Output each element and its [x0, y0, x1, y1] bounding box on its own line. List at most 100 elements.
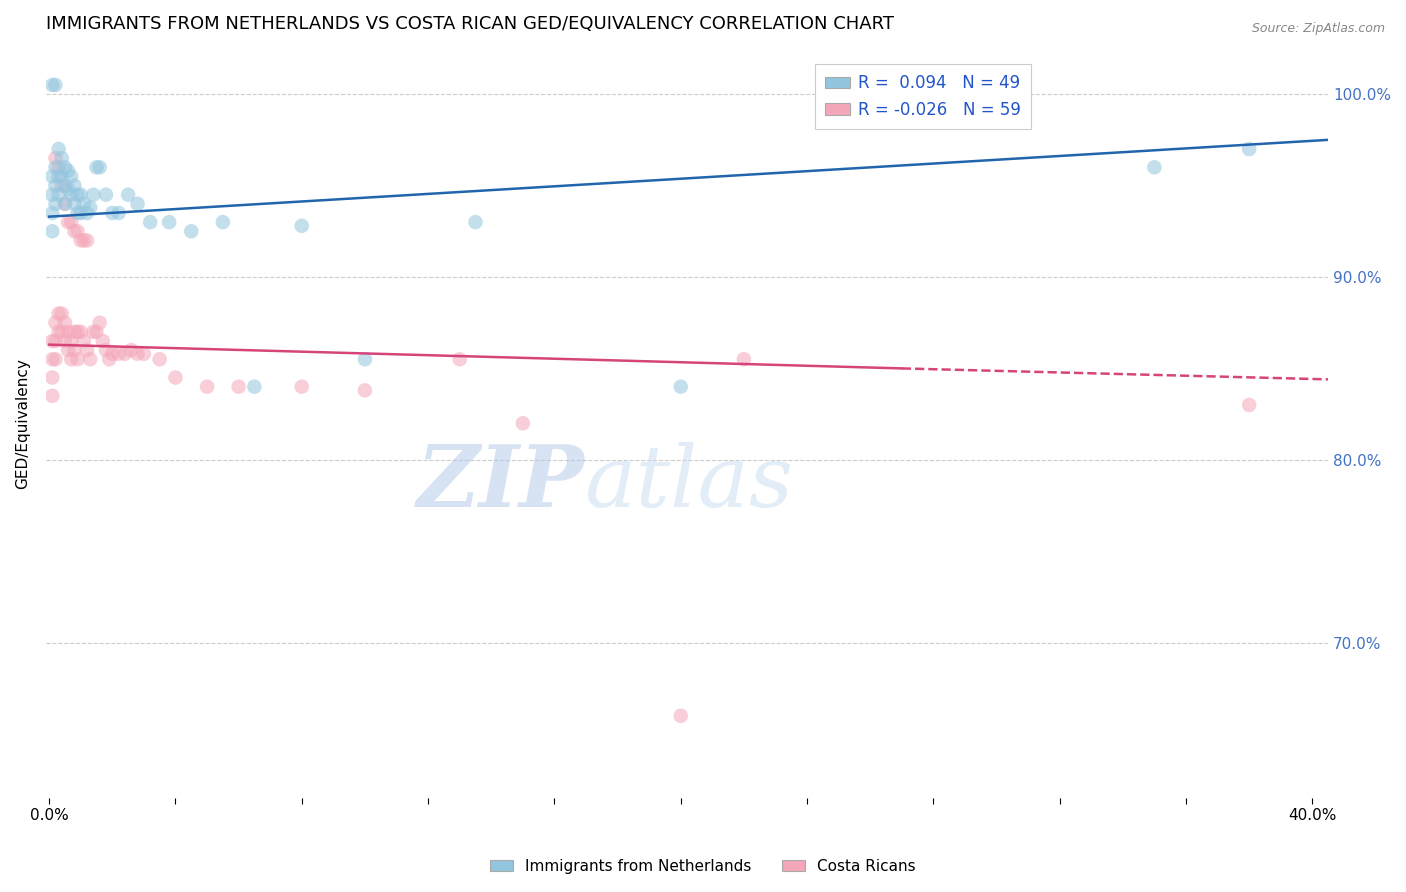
- Point: [56, 164, 79, 178]
- Point: [89, 316, 111, 330]
- Text: IMMIGRANTS FROM NETHERLANDS VS COSTA RICAN GED/EQUIVALENCY CORRELATION CHART: IMMIGRANTS FROM NETHERLANDS VS COSTA RIC…: [46, 15, 894, 33]
- Point: [41, 389, 63, 403]
- Point: [51, 169, 73, 184]
- Point: [107, 347, 129, 361]
- Point: [73, 234, 96, 248]
- Point: [512, 416, 534, 430]
- Point: [464, 215, 486, 229]
- Point: [669, 380, 692, 394]
- Point: [1237, 398, 1260, 412]
- Point: [132, 347, 155, 361]
- Point: [66, 325, 89, 339]
- Point: [48, 142, 70, 156]
- Point: [60, 169, 83, 184]
- Point: [66, 206, 89, 220]
- Point: [76, 343, 98, 358]
- Point: [76, 234, 98, 248]
- Point: [60, 215, 83, 229]
- Point: [73, 197, 96, 211]
- Point: [53, 197, 76, 211]
- Point: [56, 215, 79, 229]
- Point: [56, 182, 79, 196]
- Point: [1143, 161, 1166, 175]
- Point: [51, 178, 73, 193]
- Point: [1237, 142, 1260, 156]
- Point: [79, 352, 101, 367]
- Point: [243, 380, 266, 394]
- Point: [53, 161, 76, 175]
- Point: [114, 347, 136, 361]
- Point: [76, 206, 98, 220]
- Point: [60, 352, 83, 367]
- Point: [101, 206, 124, 220]
- Point: [98, 352, 121, 367]
- Point: [48, 325, 70, 339]
- Point: [165, 370, 187, 384]
- Point: [53, 197, 76, 211]
- Point: [63, 197, 86, 211]
- Point: [69, 325, 91, 339]
- Point: [51, 325, 73, 339]
- Point: [44, 316, 66, 330]
- Point: [53, 316, 76, 330]
- Point: [82, 325, 104, 339]
- Point: [44, 197, 66, 211]
- Point: [291, 219, 314, 233]
- Point: [127, 197, 149, 211]
- Point: [44, 178, 66, 193]
- Point: [63, 178, 86, 193]
- Point: [89, 161, 111, 175]
- Point: [86, 325, 108, 339]
- Point: [63, 343, 86, 358]
- Point: [139, 215, 162, 229]
- Point: [66, 187, 89, 202]
- Point: [44, 161, 66, 175]
- Point: [180, 224, 202, 238]
- Legend: R =  0.094   N = 49, R = -0.026   N = 59: R = 0.094 N = 49, R = -0.026 N = 59: [815, 64, 1032, 128]
- Point: [449, 352, 471, 367]
- Point: [41, 169, 63, 184]
- Point: [48, 169, 70, 184]
- Point: [60, 187, 83, 202]
- Point: [48, 161, 70, 175]
- Point: [44, 151, 66, 165]
- Point: [94, 187, 117, 202]
- Point: [101, 347, 124, 361]
- Point: [48, 187, 70, 202]
- Point: [51, 307, 73, 321]
- Point: [53, 178, 76, 193]
- Point: [41, 224, 63, 238]
- Point: [117, 187, 139, 202]
- Point: [149, 352, 172, 367]
- Point: [86, 161, 108, 175]
- Point: [51, 151, 73, 165]
- Text: atlas: atlas: [585, 442, 793, 524]
- Point: [44, 334, 66, 348]
- Point: [48, 307, 70, 321]
- Point: [195, 380, 218, 394]
- Point: [41, 206, 63, 220]
- Point: [291, 380, 314, 394]
- Point: [228, 380, 250, 394]
- Point: [60, 334, 83, 348]
- Point: [44, 78, 66, 92]
- Point: [127, 347, 149, 361]
- Point: [79, 201, 101, 215]
- Point: [66, 352, 89, 367]
- Point: [41, 187, 63, 202]
- Point: [41, 334, 63, 348]
- Point: [44, 352, 66, 367]
- Point: [66, 224, 89, 238]
- Text: Source: ZipAtlas.com: Source: ZipAtlas.com: [1251, 22, 1385, 36]
- Point: [733, 352, 755, 367]
- Point: [94, 343, 117, 358]
- Point: [41, 78, 63, 92]
- Point: [82, 187, 104, 202]
- Point: [69, 206, 91, 220]
- Point: [354, 384, 377, 398]
- Point: [41, 352, 63, 367]
- Point: [354, 352, 377, 367]
- Point: [73, 334, 96, 348]
- Point: [157, 215, 180, 229]
- Text: ZIP: ZIP: [416, 442, 585, 525]
